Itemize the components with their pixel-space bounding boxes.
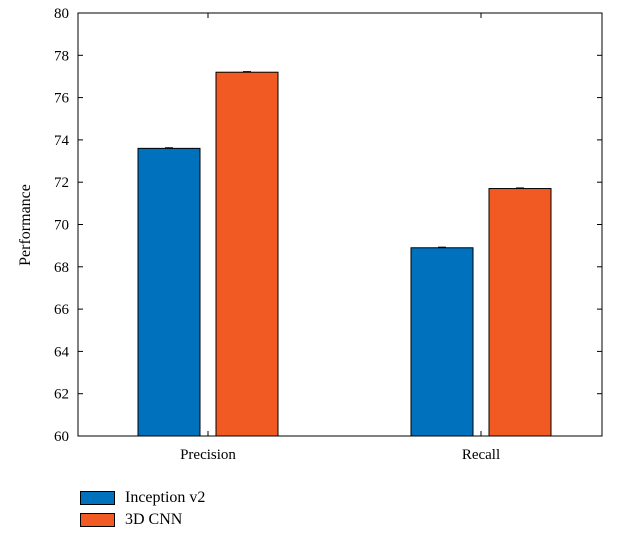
legend-item-series-1: 3D CNN [80, 509, 205, 531]
x-tick-label-precision: Precision [180, 447, 236, 463]
y-tick-label-80: 80 [54, 6, 69, 22]
legend-swatch-series-0 [80, 491, 115, 505]
y-tick-label-64: 64 [54, 344, 70, 360]
y-tick-label-78: 78 [54, 48, 69, 64]
y-tick-label-60: 60 [54, 429, 69, 445]
bar-chart: Precision Recall 60 62 64 66 68 70 72 74 76 78 80 Pe… [17, 6, 603, 463]
bar-recall-series-0 [410, 247, 474, 437]
y-tick-label-72: 72 [54, 175, 69, 191]
legend-label-series-0: Inception v2 [125, 489, 206, 506]
legend-label-series-1: 3D CNN [125, 511, 183, 528]
legend-item-series-0: Inception v2 [80, 487, 205, 509]
x-tick-label-recall: Recall [462, 447, 500, 463]
legend-swatch-series-1 [80, 513, 115, 527]
bar-precision-series-1 [215, 71, 279, 437]
plot-area: Precision Recall 60 62 64 66 68 70 72 74 76 78 80 [54, 6, 603, 463]
y-tick-label-68: 68 [54, 260, 69, 276]
y-tick-label-62: 62 [54, 387, 69, 403]
bar-recall-series-1 [488, 188, 552, 437]
y-tick-label-70: 70 [54, 218, 69, 234]
y-tick-label-76: 76 [54, 91, 70, 107]
y-axis-label: Performance [17, 184, 34, 266]
y-tick-label-66: 66 [54, 302, 70, 318]
bar-precision-series-0 [137, 147, 201, 437]
y-tick-label-74: 74 [54, 133, 70, 149]
legend: Inception v2 3D CNN [80, 487, 205, 531]
